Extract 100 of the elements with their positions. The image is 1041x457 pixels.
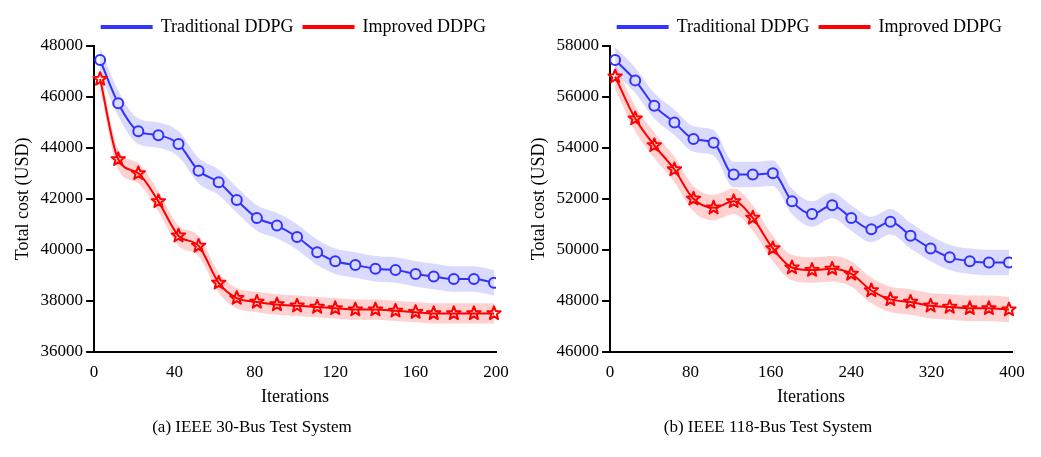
x-axis-title: Iterations (261, 385, 330, 406)
point (190, 237, 207, 253)
point (666, 161, 683, 177)
point (646, 137, 662, 152)
x-tick-label: 0 (605, 362, 615, 382)
point (230, 194, 243, 207)
point (170, 227, 187, 243)
point (607, 68, 623, 84)
point (132, 125, 145, 138)
y-tick-label: 52000 (556, 188, 600, 208)
x-tick-label: 80 (681, 362, 699, 382)
point (806, 208, 819, 221)
point (981, 300, 997, 315)
point (426, 305, 442, 321)
y-tick-label: 38000 (40, 290, 84, 310)
point (172, 138, 185, 151)
y-tick-label: 42000 (40, 188, 84, 208)
point (726, 193, 742, 209)
point (942, 299, 958, 314)
y-tick-label: 58000 (556, 35, 600, 55)
point (349, 259, 362, 272)
point (387, 302, 404, 318)
y-axis-title: Total cost (USD) (11, 137, 33, 261)
point (92, 71, 108, 86)
point (707, 136, 720, 149)
point (446, 305, 462, 321)
text: (b) IEEE 118-Bus Test System (663, 417, 873, 437)
point (150, 193, 167, 209)
y-tick-label: 46000 (40, 86, 84, 106)
legend-label: Traditional DDPG (160, 15, 294, 36)
point (369, 262, 382, 275)
point (943, 251, 956, 264)
x-tick-label: 120 (322, 362, 348, 382)
x-tick-label: 160 (758, 362, 784, 382)
point (347, 301, 363, 317)
point (705, 199, 722, 215)
point (152, 129, 165, 142)
x-tick-label: 160 (402, 362, 429, 382)
point (963, 255, 976, 268)
point (367, 301, 384, 317)
point (192, 164, 205, 177)
point (727, 168, 740, 181)
point (962, 300, 978, 315)
point (110, 151, 126, 166)
y-axis-title: Total cost (USD) (527, 137, 549, 261)
point (327, 300, 343, 315)
point (409, 267, 422, 280)
point (687, 132, 700, 145)
point (904, 229, 917, 242)
y-tick-label: 48000 (40, 35, 84, 55)
point (466, 305, 482, 321)
point (250, 211, 263, 224)
point (804, 262, 820, 277)
point (270, 219, 283, 232)
point (668, 116, 681, 129)
point (329, 255, 342, 268)
legend-label: Improved DDPG (878, 15, 1003, 36)
point (924, 242, 937, 255)
y-tick-label: 44000 (40, 137, 84, 157)
point (884, 215, 897, 228)
x-tick-label: 400 (999, 362, 1025, 382)
point (785, 195, 798, 208)
point (427, 270, 440, 283)
point (765, 240, 781, 256)
legend-label: Improved DDPG (362, 15, 487, 36)
y-tick-label: 56000 (556, 86, 600, 106)
point (982, 256, 995, 269)
point (766, 167, 779, 180)
x-tick-label: 0 (89, 362, 99, 382)
point (112, 97, 125, 110)
y-tick-label: 54000 (556, 137, 600, 157)
y-tick-label: 36000 (40, 341, 84, 361)
point (130, 165, 146, 180)
x-tick-label: 80 (246, 362, 264, 382)
y-tick-label: 40000 (40, 239, 84, 259)
point (407, 304, 424, 319)
point (826, 199, 839, 212)
point (447, 273, 460, 286)
point (610, 54, 622, 67)
y-tick-label: 48000 (556, 290, 600, 310)
point (289, 297, 305, 313)
point (745, 209, 761, 225)
point (629, 74, 642, 87)
y-tick-label: 50000 (556, 239, 600, 259)
point (311, 246, 324, 259)
point (746, 168, 759, 181)
x-tick-label: 320 (918, 362, 945, 382)
point (1001, 301, 1017, 317)
point (843, 265, 859, 281)
point (902, 293, 919, 309)
point (467, 273, 480, 286)
point (824, 260, 840, 276)
point (784, 259, 800, 275)
point (269, 296, 285, 312)
text: (a) IEEE 30-Bus Test System (152, 417, 352, 437)
y-tick-label: 46000 (556, 341, 600, 361)
point (863, 282, 879, 298)
point (486, 305, 502, 321)
point (389, 264, 402, 277)
point (845, 211, 858, 224)
